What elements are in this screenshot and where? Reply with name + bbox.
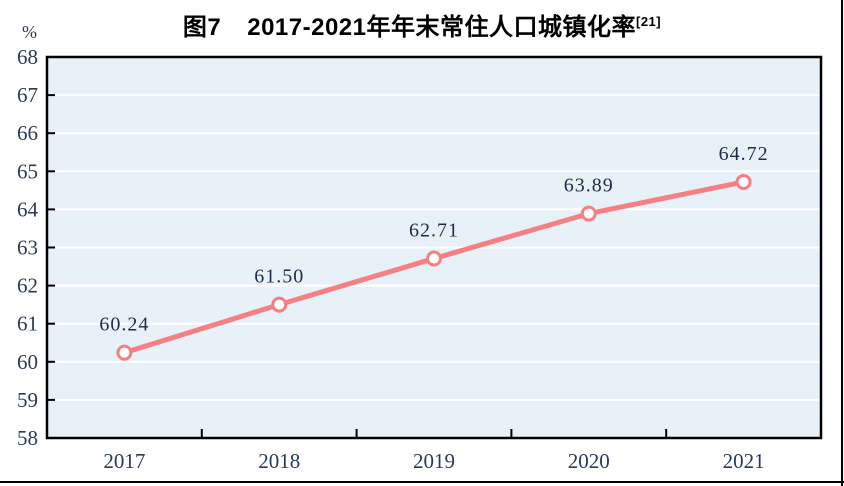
data-point-marker <box>116 344 133 361</box>
x-tick-label: 2018 <box>258 449 300 473</box>
y-tick-label: 60 <box>17 350 38 374</box>
y-tick-label: 61 <box>17 312 38 336</box>
data-point-marker <box>735 173 752 190</box>
y-axis-unit-label: % <box>22 22 37 42</box>
plot-border <box>45 55 823 440</box>
chart-title-main: 2017-2021年年末常住人口城镇化率 <box>247 14 636 41</box>
y-tick-label: 59 <box>17 388 38 412</box>
data-point-label: 61.50 <box>254 266 304 288</box>
page-border-right <box>841 0 843 486</box>
data-point-marker <box>580 205 597 222</box>
y-tick-label: 58 <box>17 426 38 450</box>
data-point-marker <box>271 296 288 313</box>
data-point-label: 62.71 <box>409 220 459 242</box>
x-tick-label: 2019 <box>413 449 455 473</box>
x-tick-label: 2021 <box>723 449 765 473</box>
y-tick-label: 66 <box>17 121 38 145</box>
data-point-label: 63.89 <box>564 175 614 197</box>
y-tick-label: 62 <box>17 274 38 298</box>
chart-title-prefix: 图7 <box>182 14 222 41</box>
y-tick-label: 65 <box>17 159 38 183</box>
y-tick-label: 64 <box>17 197 39 221</box>
y-tick-label: 68 <box>17 45 38 69</box>
data-point-label: 60.24 <box>99 314 149 336</box>
x-tick-label: 2017 <box>103 449 145 473</box>
chart-title: 图7 2017-2021年年末常住人口城镇化率[21] <box>0 7 844 42</box>
data-point-marker <box>426 250 442 267</box>
y-tick-label: 67 <box>17 83 38 107</box>
page-border-bottom <box>0 481 844 483</box>
chart-title-superscript: [21] <box>636 14 662 29</box>
y-tick-label: 63 <box>17 236 38 260</box>
x-tick-label: 2020 <box>568 449 610 473</box>
data-point-label: 64.72 <box>719 143 769 165</box>
